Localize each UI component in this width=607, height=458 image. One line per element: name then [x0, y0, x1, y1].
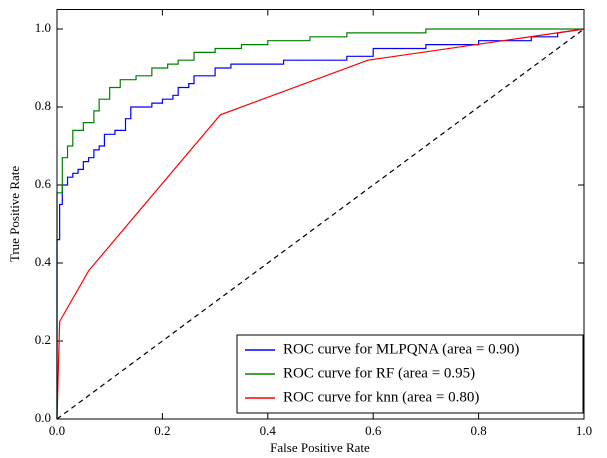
y-tick-label: 0.4: [35, 254, 52, 269]
y-tick-label: 0.8: [35, 98, 51, 113]
legend-label: ROC curve for RF (area = 0.95): [283, 365, 475, 381]
plot-frame: [56, 9, 585, 420]
x-tick-label: 0.0: [49, 423, 65, 438]
y-tick-label: 0.0: [35, 410, 51, 425]
y-axis-label: True Positive Rate: [7, 166, 22, 263]
legend-label: ROC curve for MLPQNA (area = 0.90): [283, 341, 519, 357]
y-tick-label: 0.2: [35, 332, 51, 347]
roc-line: [56, 28, 585, 420]
x-tick-label: 0.6: [365, 423, 382, 438]
y-tick-label: 1.0: [35, 20, 51, 35]
roc-line: [56, 28, 585, 419]
legend-box: [236, 334, 584, 414]
x-tick-label: 1.0: [576, 423, 592, 438]
reference-line: [56, 28, 585, 420]
x-axis-label: False Positive Rate: [270, 440, 370, 455]
x-tick-label: 0.4: [260, 423, 277, 438]
roc-line: [56, 28, 584, 419]
y-tick-label: 0.6: [35, 176, 52, 191]
x-tick-label: 0.2: [154, 423, 170, 438]
x-tick-label: 0.8: [470, 423, 486, 438]
legend-label: ROC curve for knn (area = 0.80): [283, 389, 479, 405]
